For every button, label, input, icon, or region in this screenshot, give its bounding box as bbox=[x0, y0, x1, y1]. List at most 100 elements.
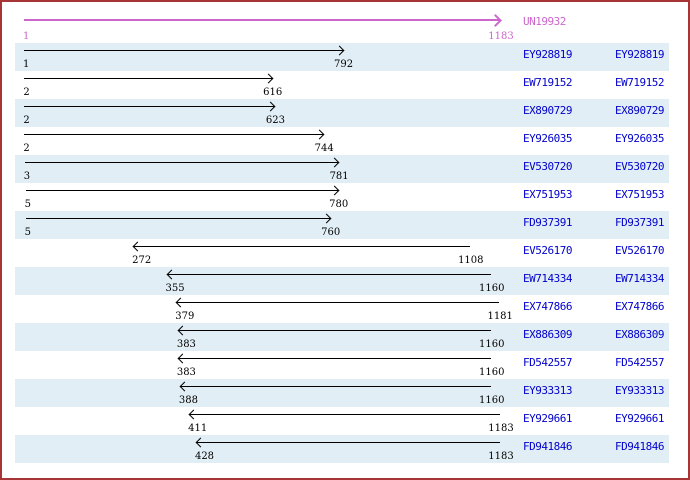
accession-label-right[interactable]: EW714334 bbox=[615, 272, 664, 285]
alignment-arrow[interactable] bbox=[179, 386, 491, 387]
accession-label-left[interactable]: EW719152 bbox=[523, 76, 572, 89]
alignment-arrow[interactable] bbox=[195, 442, 500, 443]
alignment-end-coordinate: 1181 bbox=[487, 311, 513, 322]
accession-label-right[interactable]: EV526170 bbox=[615, 244, 664, 257]
accession-label-right[interactable]: EY926035 bbox=[615, 132, 664, 145]
accession-label-left[interactable]: EV530720 bbox=[523, 160, 572, 173]
alignment-arrow[interactable] bbox=[24, 134, 324, 135]
alignment-arrow[interactable] bbox=[24, 50, 343, 51]
alignment-row: 5 780 EX751953 EX751953 bbox=[15, 183, 669, 211]
alignment-end-coordinate: 1183 bbox=[488, 31, 514, 42]
alignment-start-coordinate: 2 bbox=[23, 87, 30, 98]
alignment-arrow[interactable] bbox=[24, 162, 339, 163]
alignment-end-coordinate: 780 bbox=[329, 199, 349, 210]
alignment-start-coordinate: 2 bbox=[23, 115, 30, 126]
alignment-start-coordinate: 1 bbox=[23, 59, 30, 70]
accession-label-right[interactable]: EV530720 bbox=[615, 160, 664, 173]
arrowhead-left-icon bbox=[177, 325, 188, 336]
accession-label-right[interactable]: EY928819 bbox=[615, 48, 664, 61]
arrowhead-left-icon bbox=[188, 409, 199, 420]
alignment-start-coordinate: 383 bbox=[176, 339, 196, 350]
alignment-arrow[interactable] bbox=[25, 190, 338, 191]
arrowhead-left-icon bbox=[175, 297, 186, 308]
alignment-end-coordinate: 1108 bbox=[458, 255, 484, 266]
alignment-start-coordinate: 383 bbox=[176, 367, 196, 378]
alignment-row: 355 1160 EW714334 EW714334 bbox=[15, 267, 669, 295]
alignment-end-coordinate: 1160 bbox=[479, 395, 505, 406]
accession-label-left[interactable]: FD542557 bbox=[523, 356, 572, 369]
alignment-arrow[interactable] bbox=[133, 246, 470, 247]
alignment-row: 379 1181 EX747866 EX747866 bbox=[15, 295, 669, 323]
alignment-arrow[interactable] bbox=[189, 414, 500, 415]
alignment-end-coordinate: 1160 bbox=[479, 367, 505, 378]
alignment-arrow[interactable] bbox=[24, 78, 272, 79]
accession-label-left[interactable]: EV526170 bbox=[523, 244, 572, 257]
accession-label-right[interactable]: EX747866 bbox=[615, 300, 664, 313]
arrowhead-left-icon bbox=[179, 381, 190, 392]
alignment-end-coordinate: 744 bbox=[314, 143, 334, 154]
alignment-row: 383 1160 EX886309 EX886309 bbox=[15, 323, 669, 351]
alignment-row: 272 1108 EV526170 EV526170 bbox=[15, 239, 669, 267]
accession-label-right[interactable]: EX751953 bbox=[615, 188, 664, 201]
accession-label-left[interactable]: EY928819 bbox=[523, 48, 572, 61]
alignment-end-coordinate: 781 bbox=[329, 171, 349, 182]
arrowhead-left-icon bbox=[166, 269, 176, 280]
alignment-end-coordinate: 792 bbox=[333, 59, 354, 70]
accession-label-left[interactable]: EX890729 bbox=[523, 104, 572, 117]
accession-label-right[interactable]: EW719152 bbox=[615, 76, 664, 89]
alignment-row: 428 1183 FD941846 FD941846 bbox=[15, 435, 669, 463]
alignment-end-coordinate: 1183 bbox=[488, 451, 514, 462]
alignment-end-coordinate: 1183 bbox=[488, 423, 514, 434]
accession-label-left[interactable]: EY929661 bbox=[523, 412, 572, 425]
accession-label-left[interactable]: EY933313 bbox=[523, 384, 572, 397]
arrowhead-right-icon bbox=[321, 213, 332, 224]
arrowhead-left-icon bbox=[132, 241, 143, 252]
alignment-arrow[interactable] bbox=[177, 330, 491, 331]
arrowhead-left-icon bbox=[195, 437, 206, 448]
alignment-start-coordinate: 355 bbox=[165, 283, 185, 294]
alignment-start-coordinate: 379 bbox=[175, 311, 195, 322]
alignment-start-coordinate: 3 bbox=[23, 171, 31, 182]
alignment-arrow[interactable] bbox=[25, 218, 330, 219]
accession-label-left[interactable]: EX886309 bbox=[523, 328, 572, 341]
accession-label-left[interactable]: EX747866 bbox=[523, 300, 572, 313]
accession-label-right[interactable]: FD937391 bbox=[615, 216, 664, 229]
accession-label-left[interactable]: EX751953 bbox=[523, 188, 572, 201]
accession-label-right[interactable]: EY933313 bbox=[615, 384, 664, 397]
alignment-arrow[interactable] bbox=[24, 19, 500, 21]
alignment-arrow[interactable] bbox=[166, 274, 491, 275]
alignment-row: 2 616 EW719152 EW719152 bbox=[15, 71, 669, 99]
alignment-arrow[interactable] bbox=[24, 106, 275, 107]
accession-label-left[interactable]: EY926035 bbox=[523, 132, 572, 145]
alignment-end-coordinate: 616 bbox=[263, 87, 283, 98]
alignment-end-coordinate: 760 bbox=[321, 227, 341, 238]
alignment-row: 2 623 EX890729 EX890729 bbox=[15, 99, 669, 127]
alignment-row: 388 1160 EY933313 EY933313 bbox=[15, 379, 669, 407]
alignment-arrow[interactable] bbox=[176, 302, 500, 303]
accession-label-left[interactable]: FD941846 bbox=[523, 440, 572, 453]
accession-label-left[interactable]: FD937391 bbox=[523, 216, 572, 229]
accession-label-right[interactable]: FD542557 bbox=[615, 356, 664, 369]
alignment-row: 383 1160 FD542557 FD542557 bbox=[15, 351, 669, 379]
accession-label-left[interactable]: EW714334 bbox=[523, 272, 572, 285]
accession-label-right[interactable]: EX886309 bbox=[615, 328, 664, 341]
accession-label-right[interactable]: FD941846 bbox=[615, 440, 664, 453]
arrowhead-right-icon bbox=[263, 73, 274, 84]
alignment-start-coordinate: 5 bbox=[24, 199, 31, 210]
alignment-start-coordinate: 411 bbox=[188, 423, 208, 434]
accession-label-right[interactable]: EX890729 bbox=[615, 104, 664, 117]
alignment-arrow[interactable] bbox=[177, 358, 491, 359]
alignment-start-coordinate: 388 bbox=[178, 395, 198, 406]
alignment-start-coordinate: 1 bbox=[23, 31, 30, 42]
arrowhead-right-icon bbox=[489, 14, 502, 27]
accession-label-right[interactable]: EY929661 bbox=[615, 412, 664, 425]
alignment-row: 5 760 FD937391 FD937391 bbox=[15, 211, 669, 239]
alignment-start-coordinate: 5 bbox=[24, 227, 31, 238]
alignment-row: 1 792 EY928819 EY928819 bbox=[15, 43, 669, 71]
arrowhead-left-icon bbox=[177, 353, 188, 364]
arrowhead-right-icon bbox=[329, 157, 340, 168]
alignment-row: 2 744 EY926035 EY926035 bbox=[15, 127, 669, 155]
alignment-row: 411 1183 EY929661 EY929661 bbox=[15, 407, 669, 435]
alignment-start-coordinate: 428 bbox=[194, 451, 215, 462]
